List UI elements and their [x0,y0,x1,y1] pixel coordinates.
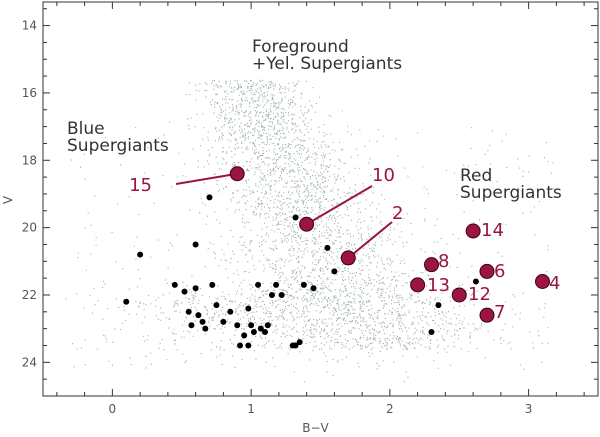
black-point [137,251,144,258]
x-tick-label: 2 [386,402,394,416]
black-point [268,291,275,298]
highlighted-point-7 [479,307,495,323]
black-point [185,308,192,315]
label-leader-line [306,185,373,226]
y-tick-label: 24 [22,355,37,369]
highlighted-point-4 [535,274,550,290]
highlighted-point-12 [451,287,467,303]
black-point [206,194,213,201]
highlighted-label-10: 10 [372,165,395,186]
black-point-series [123,194,479,349]
black-point [245,342,252,349]
black-point [264,322,271,329]
region-label-foreground: +Yel. Supergiants [252,54,402,74]
black-point [428,329,435,336]
black-point [292,342,299,349]
highlighted-label-13: 13 [427,275,450,296]
region-labels: Foreground+Yel. SupergiantsBlueSupergian… [67,37,562,203]
highlighted-point-8 [424,257,439,273]
black-point [192,241,199,248]
label-leader-line [175,172,238,185]
plot-frame [42,1,599,397]
highlighted-label-2: 2 [392,203,403,224]
x-tick-label: 0 [109,402,117,416]
black-point [209,281,216,288]
black-point [292,214,299,221]
black-point [273,281,280,288]
highlighted-point-13 [410,277,426,293]
black-point [188,322,195,329]
black-point [237,342,244,349]
y-tick-label: 16 [22,86,37,100]
highlighted-point-14 [465,223,481,239]
black-point [257,325,264,332]
black-point [310,285,317,292]
black-point [220,318,227,325]
region-label-red: Supergiants [460,183,562,203]
black-point [195,312,202,319]
black-point [262,329,268,336]
x-axis-label: B−V [302,421,329,435]
black-point [296,339,303,346]
x-tick-label: 3 [525,402,533,416]
black-point [227,308,234,315]
black-point [331,268,338,275]
highlighted-point-6 [479,263,495,279]
label-leader-line [347,221,393,259]
x-tick-label: 1 [247,402,255,416]
highlighted-supergiants: 15 10 2 8 13 12 14 6 7 4 [129,165,560,323]
highlighted-label-15: 15 [129,175,152,196]
black-point [245,305,252,312]
highlighted-label-7: 7 [494,302,505,323]
highlighted-point-15 [229,166,245,182]
black-point [435,302,442,309]
y-tick-label: 22 [22,288,37,302]
highlighted-label-14: 14 [481,220,504,241]
black-point [300,281,307,288]
y-tick-label: 20 [22,221,37,235]
region-label-red: Red [460,166,492,186]
y-tick-label: 18 [22,153,37,167]
black-point [199,318,206,325]
black-point [123,298,130,305]
black-point [248,322,255,329]
black-point [250,329,257,336]
region-label-blue: Blue [67,119,105,139]
highlighted-label-6: 6 [494,261,505,282]
y-tick-label: 14 [22,19,37,33]
highlighted-label-12: 12 [468,284,491,305]
black-point [278,291,285,298]
black-point [472,278,479,285]
y-axis-label: V [1,195,15,204]
black-point [192,285,199,292]
region-label-blue: Supergiants [67,136,169,156]
black-point [324,244,331,251]
region-label-foreground: Foreground [252,37,349,57]
highlighted-label-8: 8 [438,251,449,272]
highlighted-point-2 [340,250,356,266]
black-point [202,325,209,332]
highlighted-point-10 [299,216,315,232]
black-point [234,322,241,329]
highlighted-label-4: 4 [549,273,560,294]
black-point [213,302,220,309]
black-point [255,281,262,288]
black-point [181,288,188,295]
black-point [171,281,178,288]
black-point [241,332,248,339]
